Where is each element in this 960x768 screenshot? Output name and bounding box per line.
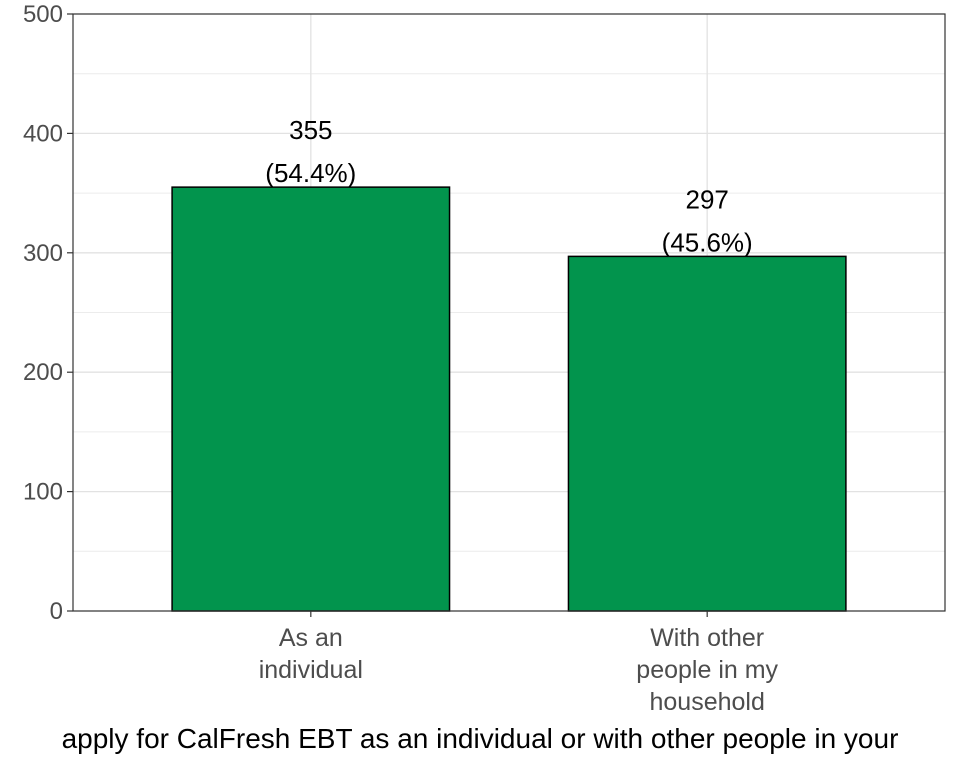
bar [171, 186, 451, 612]
y-tick-label: 500 [23, 1, 63, 28]
bar [567, 255, 847, 612]
data-label-count: 297 [685, 184, 728, 214]
x-tick-label: With other people in my household [636, 624, 778, 716]
y-tick-label: 300 [23, 240, 63, 267]
x-tick-label: As an individual [259, 624, 363, 684]
plot-panel-border [72, 13, 946, 612]
data-label-count: 355 [289, 115, 332, 145]
x-axis-title: apply for CalFresh EBT as an individual … [62, 723, 899, 754]
y-axis: 0 100 200 300 400 500 [23, 1, 73, 625]
y-tick-label: 200 [23, 359, 63, 386]
y-tick-label: 400 [23, 120, 63, 147]
data-labels: 355 (54.4%) 297 (45.6%) [265, 115, 752, 257]
y-tick-label: 0 [50, 598, 63, 625]
bars [171, 186, 847, 612]
data-label-percent: (54.4%) [265, 158, 356, 188]
y-tick-label: 100 [23, 479, 63, 506]
x-axis: As an individual With other people in my hou… [259, 611, 779, 716]
data-label-percent: (45.6%) [662, 227, 753, 257]
